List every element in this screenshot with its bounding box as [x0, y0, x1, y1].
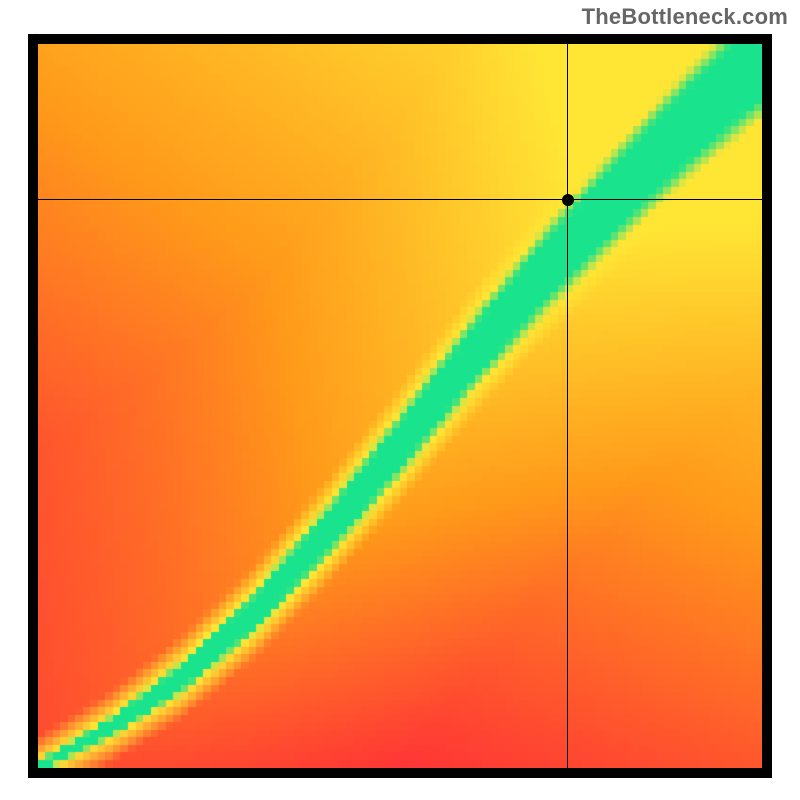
crosshair-horizontal [28, 199, 772, 200]
crosshair-vertical [567, 34, 568, 778]
heatmap-canvas [38, 44, 762, 768]
crosshair-marker [562, 194, 574, 206]
watermark-text: TheBottleneck.com [582, 4, 788, 30]
bottleneck-heatmap [28, 34, 772, 778]
